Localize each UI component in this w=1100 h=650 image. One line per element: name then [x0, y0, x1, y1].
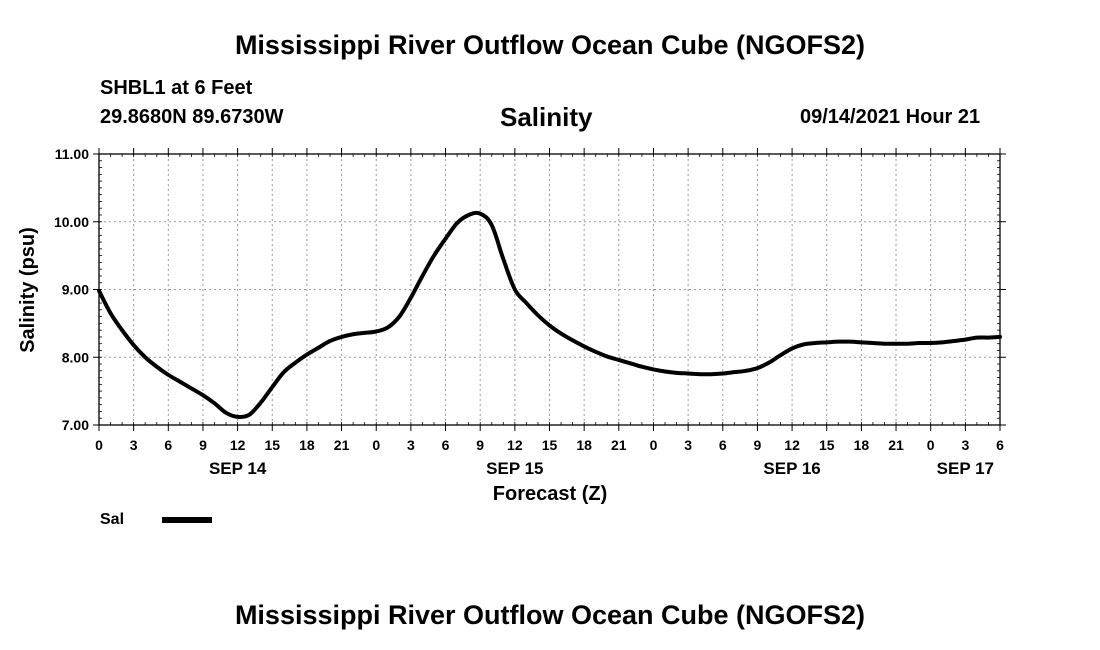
- x-day-label: SEP 17: [937, 459, 994, 478]
- x-tick-label: 3: [407, 437, 415, 453]
- x-tick-label: 15: [264, 437, 280, 453]
- x-tick-label: 12: [507, 437, 523, 453]
- x-axis-label: Forecast (Z): [493, 483, 607, 505]
- axis-tick-labels: 7.00 8.00 9.00 10.00 11.00 0 3 6 9 12 15 18 21 0 3 6 9 12…: [54, 146, 1004, 478]
- forecast-datetime: 09/14/2021 Hour 21: [800, 106, 981, 128]
- x-tick-label: 0: [95, 437, 103, 453]
- x-tick-label: 18: [576, 437, 592, 453]
- legend-label: Sal: [100, 511, 124, 528]
- axis-ticks: [93, 148, 1006, 431]
- x-tick-label: 3: [130, 437, 138, 453]
- x-tick-label: 9: [199, 437, 207, 453]
- grid: [98, 153, 1001, 426]
- x-tick-label: 6: [442, 437, 450, 453]
- x-tick-label: 21: [611, 437, 627, 453]
- y-tick-label: 8.00: [62, 349, 89, 365]
- chart-title: Mississippi River Outflow Ocean Cube (NG…: [234, 30, 866, 60]
- x-tick-label: 18: [854, 437, 870, 453]
- y-tick-label: 11.00: [55, 146, 89, 162]
- y-axis-label: Salinity (psu): [17, 227, 39, 353]
- x-tick-label: 6: [996, 437, 1004, 453]
- y-tick-label: 10.00: [54, 214, 89, 230]
- y-tick-label: 7.00: [62, 417, 89, 433]
- x-tick-label: 21: [888, 437, 904, 453]
- x-day-label: SEP 16: [763, 459, 820, 478]
- variable-title: Salinity: [500, 102, 593, 132]
- x-tick-label: 3: [684, 437, 692, 453]
- x-tick-label: 15: [819, 437, 835, 453]
- x-tick-label: 0: [650, 437, 658, 453]
- x-tick-label: 3: [961, 437, 969, 453]
- x-tick-label: 9: [754, 437, 762, 453]
- legend: Sal: [100, 511, 212, 528]
- y-tick-label: 9.00: [62, 282, 89, 298]
- salinity-series-line: [97, 210, 1002, 420]
- x-tick-label: 6: [164, 437, 172, 453]
- x-day-label: SEP 15: [486, 459, 543, 478]
- x-tick-label: 15: [542, 437, 558, 453]
- x-tick-label: 18: [299, 437, 315, 453]
- footer-title: Mississippi River Outflow Ocean Cube (NG…: [234, 600, 866, 630]
- x-tick-label: 21: [334, 437, 350, 453]
- x-tick-label: 6: [719, 437, 727, 453]
- x-tick-label: 12: [230, 437, 246, 453]
- x-tick-label: 12: [784, 437, 800, 453]
- x-day-label: SEP 14: [209, 459, 267, 478]
- x-tick-label: 0: [927, 437, 935, 453]
- station-coordinates: 29.8680N 89.6730W: [100, 106, 284, 128]
- x-tick-label: 9: [476, 437, 484, 453]
- x-tick-label: 0: [372, 437, 380, 453]
- station-label: SHBL1 at 6 Feet: [100, 77, 253, 99]
